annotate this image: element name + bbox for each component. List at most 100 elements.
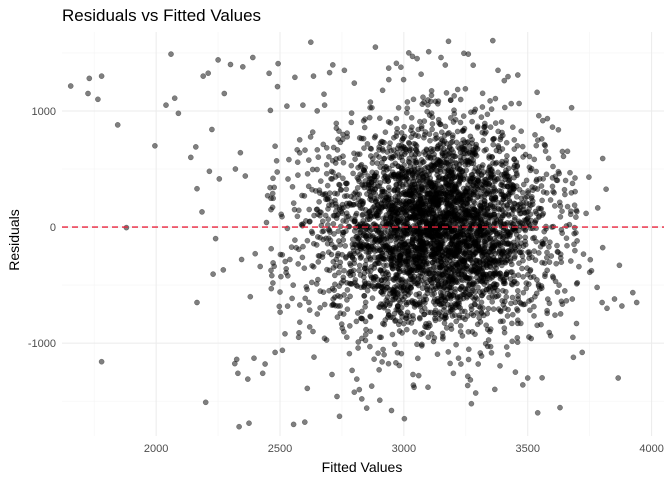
scatter-point <box>504 269 510 276</box>
scatter-point <box>269 190 276 197</box>
scatter-point <box>403 201 410 208</box>
x-axis-title: Fitted Values <box>322 459 403 475</box>
scatter-point <box>331 244 338 251</box>
scatter-point <box>238 256 245 263</box>
scatter-point <box>489 244 496 251</box>
scatter-point <box>533 176 540 183</box>
scatter-point <box>471 296 478 303</box>
scatter-point <box>467 225 473 232</box>
scatter-point <box>380 346 386 353</box>
scatter-point <box>504 228 510 234</box>
scatter-point <box>368 197 375 204</box>
scatter-point <box>633 299 640 306</box>
scatter-point <box>440 262 446 269</box>
scatter-point <box>450 267 457 274</box>
scatter-point <box>499 179 505 186</box>
scatter-point <box>314 146 321 153</box>
scatter-point <box>416 259 423 265</box>
scatter-point <box>284 272 291 279</box>
scatter-point <box>273 157 280 164</box>
scatter-point <box>404 105 411 111</box>
scatter-point <box>412 215 419 221</box>
scatter-point <box>465 243 472 250</box>
scatter-point <box>367 145 374 152</box>
scatter-point <box>471 301 478 307</box>
scatter-point <box>470 191 476 198</box>
scatter-point <box>412 244 419 251</box>
scatter-point <box>438 129 445 135</box>
scatter-point <box>398 231 405 238</box>
scatter-point <box>296 149 303 156</box>
scatter-point <box>468 184 474 191</box>
scatter-point <box>552 203 558 209</box>
scatter-point <box>341 292 347 298</box>
scatter-point <box>299 254 306 261</box>
scatter-point <box>529 184 535 190</box>
scatter-point <box>458 271 465 278</box>
scatter-point <box>430 209 437 216</box>
scatter-point <box>442 237 448 243</box>
scatter-point <box>329 62 336 68</box>
scatter-point <box>262 361 268 367</box>
y-tick-label: 1000 <box>32 106 56 118</box>
scatter-point <box>372 44 379 50</box>
scatter-point <box>468 400 475 407</box>
scatter-point <box>383 250 390 257</box>
scatter-point <box>508 100 515 107</box>
scatter-point <box>377 164 384 170</box>
scatter-point <box>356 267 362 274</box>
scatter-point <box>444 130 451 137</box>
scatter-point <box>500 318 506 325</box>
scatter-point <box>428 88 435 94</box>
scatter-point <box>152 142 158 149</box>
scatter-point <box>212 235 219 242</box>
scatter-point <box>468 232 475 239</box>
scatter-point <box>370 276 377 282</box>
scatter-point <box>512 253 518 260</box>
scatter-point <box>323 170 330 177</box>
scatter-point <box>309 166 316 173</box>
scatter-point <box>390 262 397 269</box>
scatter-point <box>499 297 506 304</box>
scatter-point <box>466 214 473 220</box>
scatter-point <box>564 203 571 210</box>
scatter-point <box>434 187 440 194</box>
y-axis-title: Residuals <box>6 209 22 270</box>
scatter-point <box>367 99 374 105</box>
scatter-point <box>425 193 431 200</box>
scatter-point <box>526 334 532 340</box>
scatter-point <box>361 284 367 290</box>
scatter-point <box>424 267 431 274</box>
scatter-point <box>521 181 527 188</box>
scatter-point <box>525 188 531 194</box>
scatter-point <box>498 188 505 195</box>
x-tick-label: 3000 <box>392 443 416 455</box>
scatter-point <box>500 248 506 254</box>
scatter-point <box>337 139 344 146</box>
scatter-point <box>340 153 346 159</box>
scatter-point <box>239 64 246 70</box>
scatter-point <box>344 130 350 136</box>
scatter-point <box>348 119 355 126</box>
scatter-point <box>445 161 452 168</box>
scatter-point <box>445 151 452 158</box>
scatter-point <box>535 137 541 143</box>
scatter-point <box>320 141 327 148</box>
scatter-point <box>418 71 424 77</box>
scatter-point <box>428 148 435 155</box>
scatter-point <box>428 180 434 186</box>
scatter-point <box>409 208 416 214</box>
scatter-point <box>367 313 374 320</box>
scatter-point <box>270 260 276 266</box>
scatter-point <box>350 170 356 177</box>
scatter-point <box>310 328 316 335</box>
scatter-point <box>332 197 338 204</box>
scatter-point <box>446 228 452 235</box>
scatter-point <box>278 273 284 280</box>
scatter-point <box>330 221 337 227</box>
scatter-point <box>479 247 486 253</box>
scatter-point <box>301 193 308 199</box>
scatter-point <box>459 333 466 339</box>
scatter-point <box>472 331 478 338</box>
scatter-point <box>403 269 410 275</box>
